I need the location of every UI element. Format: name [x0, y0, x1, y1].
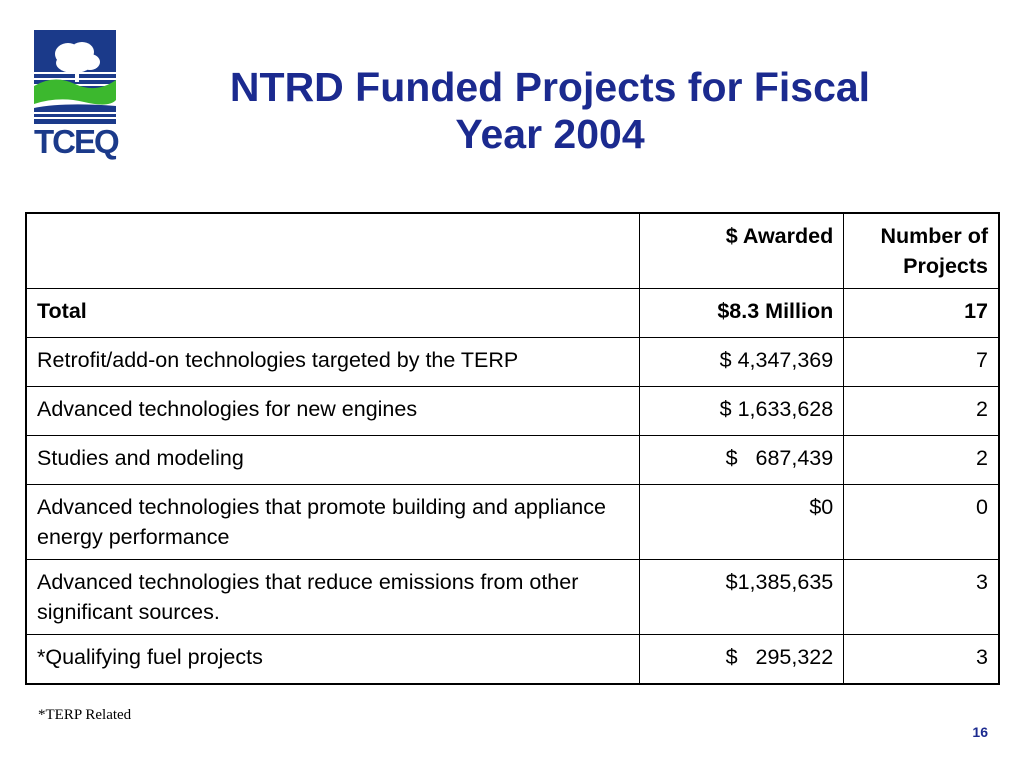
table-row: Advanced technologies that promote build… [25, 484, 1000, 560]
table-row: Studies and modeling $ 687,439 2 [25, 435, 1000, 485]
table-row: *Qualifying fuel projects $ 295,322 3 [25, 634, 1000, 685]
row-awarded: $1,385,635 [638, 559, 845, 635]
header-number-of-projects: Number of Projects [843, 212, 1000, 289]
page-number: 16 [972, 724, 988, 740]
table-row: Retrofit/add-on technologies targeted by… [25, 337, 1000, 387]
row-awarded: $ 1,633,628 [638, 386, 845, 436]
table-row-total: Total $8.3 Million 17 [25, 288, 1000, 338]
row-number: 0 [843, 484, 1000, 560]
row-number: 2 [843, 435, 1000, 485]
row-number: 2 [843, 386, 1000, 436]
header-category [25, 212, 640, 289]
total-label: Total [25, 288, 640, 338]
slide-title-line-1: NTRD Funded Projects for Fiscal [229, 64, 871, 110]
table-header-row: $ Awarded Number of Projects [25, 212, 1000, 289]
row-number: 7 [843, 337, 1000, 387]
row-label: Studies and modeling [25, 435, 640, 485]
tceq-landscape-emblem-icon [34, 30, 116, 124]
logo-wordmark: TCEQ [34, 123, 120, 160]
row-label: *Qualifying fuel projects [25, 634, 640, 685]
row-label: Advanced technologies for new engines [25, 386, 640, 436]
table-row: Advanced technologies that reduce emissi… [25, 559, 1000, 635]
tceq-logo: TCEQ [34, 30, 120, 160]
row-awarded: $ 687,439 [638, 435, 845, 485]
header-awarded: $ Awarded [638, 212, 845, 289]
row-awarded: $0 [638, 484, 845, 560]
row-number: 3 [843, 559, 1000, 635]
slide-title: NTRD Funded Projects for Fiscal Year 200… [140, 64, 960, 158]
total-awarded: $8.3 Million [638, 288, 845, 338]
row-label: Advanced technologies that reduce emissi… [25, 559, 640, 635]
table-row: Advanced technologies for new engines $ … [25, 386, 1000, 436]
funded-projects-table: $ Awarded Number of Projects Total $8.3 … [25, 212, 1000, 685]
footnote: *TERP Related [38, 707, 132, 723]
row-awarded: $ 4,347,369 [638, 337, 845, 387]
row-awarded: $ 295,322 [638, 634, 845, 685]
row-number: 3 [843, 634, 1000, 685]
row-label: Retrofit/add-on technologies targeted by… [25, 337, 640, 387]
slide-title-line-2: Year 2004 [455, 111, 645, 157]
row-label: Advanced technologies that promote build… [25, 484, 640, 560]
total-number: 17 [843, 288, 1000, 338]
